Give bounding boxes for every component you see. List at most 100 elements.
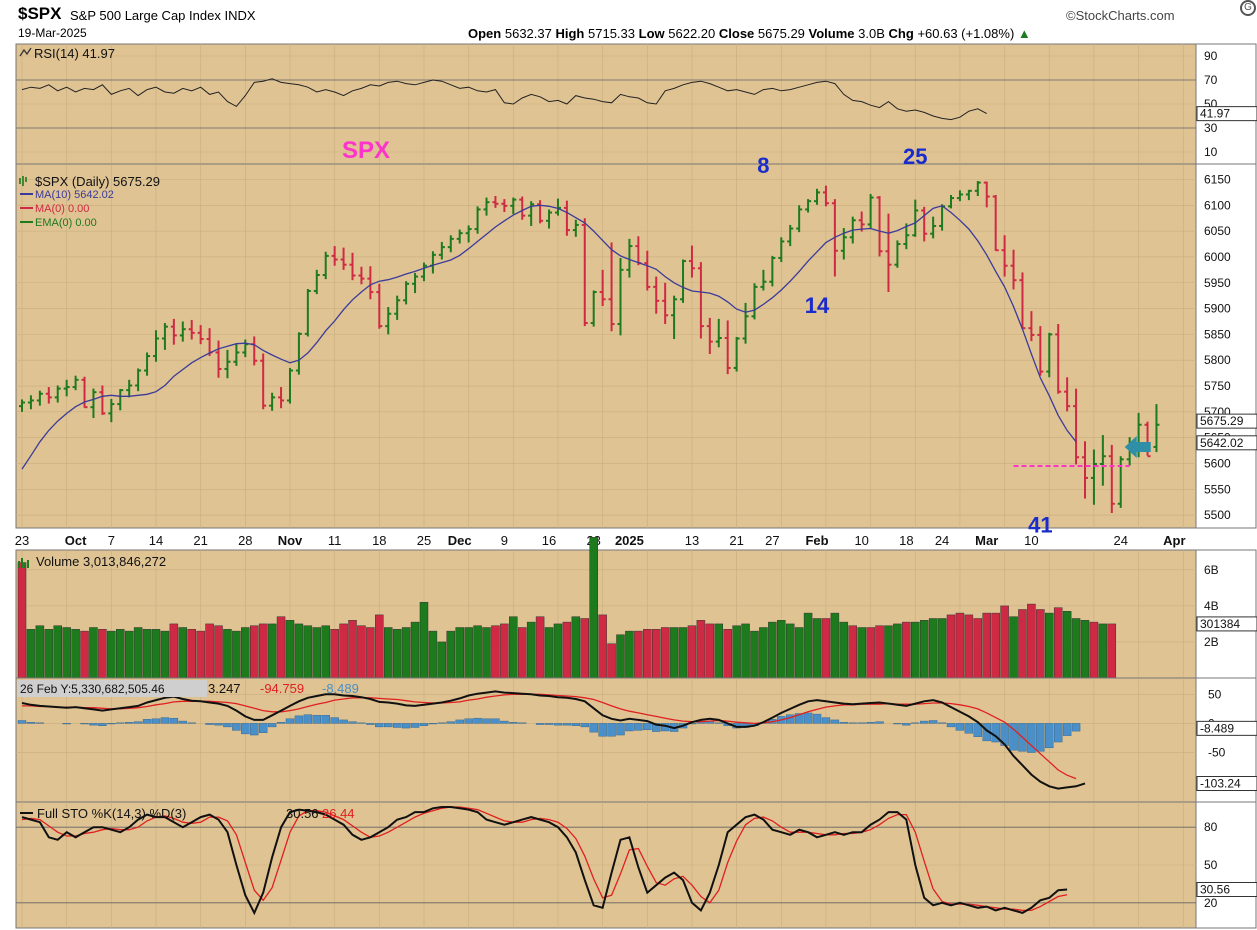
- x-tick-label: 11: [328, 533, 342, 548]
- volume-bar: [553, 623, 563, 679]
- macd-histogram-bar: [571, 723, 581, 726]
- volume-bar: [437, 641, 447, 679]
- volume-bar: [660, 627, 670, 679]
- macd-value: 3.247: [208, 681, 241, 696]
- macd-histogram-bar: [518, 722, 527, 724]
- x-tick-label: 18: [372, 533, 386, 548]
- macd-histogram-bar: [812, 713, 822, 724]
- volume-bar: [187, 629, 196, 679]
- volume-bar: [607, 643, 616, 679]
- macd-histogram-bar: [133, 721, 143, 724]
- volume-bar: [446, 630, 456, 679]
- macd-histogram-bar: [509, 722, 518, 724]
- close-label: Close: [718, 26, 755, 41]
- volume-bar: [759, 627, 768, 679]
- volume-bar: [98, 629, 107, 679]
- macd-histogram-bar: [902, 723, 911, 726]
- x-tick-label: Mar: [975, 533, 998, 548]
- x-tick-label: 18: [899, 533, 913, 548]
- settings-icon[interactable]: G: [1240, 0, 1256, 16]
- volume-bar: [241, 627, 250, 679]
- macd-histogram-bar: [625, 723, 634, 732]
- volume-value: 3.0B: [858, 26, 885, 41]
- macd-histogram-bar: [419, 723, 429, 726]
- x-tick-label: 21: [193, 533, 207, 548]
- volume-bar: [357, 625, 366, 679]
- macd-histogram-bar: [616, 723, 625, 736]
- stochastic-last-value: 30.56: [1200, 882, 1230, 896]
- ma10-line: [21, 204, 1077, 470]
- macd-histogram-bar: [392, 723, 402, 728]
- volume-bar: [634, 630, 643, 679]
- exchange-label: INDX: [224, 8, 256, 23]
- macd-hist-tag-box: [1196, 720, 1257, 736]
- volume-bar: [884, 625, 893, 679]
- volume-bar: [53, 625, 62, 679]
- volume-bar: [160, 630, 170, 679]
- x-tick-label: Feb: [805, 533, 828, 548]
- volume-bar: [1089, 621, 1099, 679]
- volume-bar: [276, 616, 286, 679]
- rsi-legend: RSI(14) 41.97: [34, 46, 115, 61]
- volume-bar: [303, 625, 313, 679]
- x-tick-label: Dec: [448, 533, 472, 548]
- macd-histogram-bar: [1062, 723, 1072, 736]
- price-tick-label: 5850: [1204, 327, 1231, 341]
- price-tick-label: 5800: [1204, 353, 1231, 367]
- volume-tick-label: 2B: [1204, 635, 1219, 649]
- macd-histogram-bar: [169, 717, 179, 724]
- wave-annotation: 8: [757, 153, 769, 178]
- volume-bar: [428, 630, 438, 679]
- watermark: ©StockCharts.com: [1066, 8, 1175, 23]
- macd-histogram-bar: [384, 723, 393, 728]
- price-tick-label: 6100: [1204, 198, 1231, 212]
- macd-histogram-bar: [312, 715, 321, 724]
- macd-histogram-bar: [1054, 723, 1063, 743]
- volume-bar: [169, 623, 179, 679]
- volume-bar: [473, 625, 482, 679]
- open-label: Open: [468, 26, 502, 41]
- volume-last-value-box: [1196, 616, 1257, 632]
- volume-legend-icon: [18, 558, 29, 568]
- volume-bar: [643, 629, 652, 679]
- macd-histogram-bar: [366, 723, 375, 725]
- macd-histogram-bar: [250, 723, 259, 736]
- macd-histogram-bar: [214, 723, 223, 726]
- stochastic-last-value-box: [1196, 881, 1257, 897]
- macd-histogram-bar: [848, 722, 857, 724]
- wave-annotation: 41: [1028, 513, 1052, 538]
- chart-date: 19-Mar-2025: [18, 26, 87, 40]
- rsi-tick-label: 70: [1204, 73, 1218, 87]
- macd-histogram-bar: [893, 723, 902, 725]
- volume-bar: [44, 629, 54, 679]
- volume-bar: [911, 621, 920, 679]
- macd-histogram-bar: [89, 723, 98, 726]
- macd-histogram-bar: [839, 722, 849, 724]
- volume-bar: [267, 623, 277, 679]
- up-triangle-icon: ▲: [1017, 26, 1031, 41]
- macd-histogram-bar: [258, 723, 268, 733]
- macd-histogram-bar: [500, 720, 509, 724]
- macd-histogram-bar: [786, 714, 795, 724]
- macd-line-tag-box: [1196, 776, 1257, 792]
- volume-bar: [455, 627, 464, 679]
- volume-bar: [419, 602, 429, 679]
- volume-bar: [1045, 612, 1054, 679]
- macd-histogram-bar: [142, 719, 152, 724]
- price-legend-item: EMA(0) 0.00: [35, 217, 97, 229]
- macd-histogram-bar: [294, 715, 304, 724]
- macd-histogram-bar: [267, 723, 277, 728]
- macd-histogram-bar: [410, 723, 420, 728]
- macd-histogram-bar: [714, 722, 723, 724]
- volume-bar: [919, 620, 929, 679]
- macd-histogram-bar: [357, 722, 366, 724]
- macd-histogram-bar: [964, 723, 974, 734]
- volume-bar: [696, 620, 706, 679]
- macd-signal-value: -94.759: [260, 681, 304, 696]
- volume-bar: [928, 618, 938, 679]
- macd-histogram-bar: [607, 723, 616, 737]
- macd-histogram-bar: [866, 722, 875, 724]
- macd-histogram-bar: [98, 723, 107, 726]
- last-close-tag: 5675.29: [1200, 414, 1244, 428]
- volume-bar: [1000, 605, 1009, 679]
